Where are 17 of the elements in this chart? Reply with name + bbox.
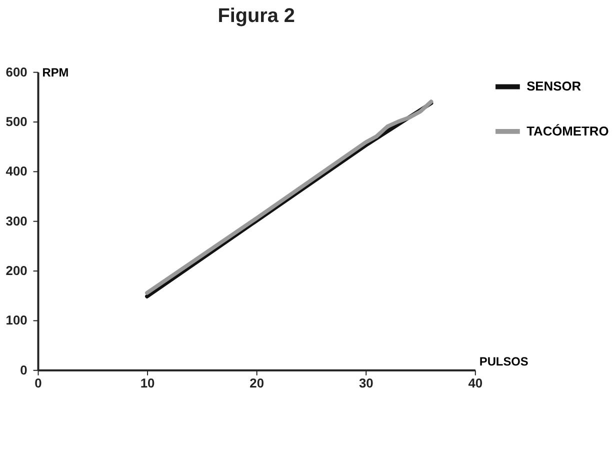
y-axis-title: RPM	[42, 65, 69, 80]
x-tick-label: 10	[140, 375, 155, 390]
y-tick-label: 600	[6, 64, 28, 80]
y-tick-label: 0	[20, 362, 28, 378]
x-tick-label: 20	[250, 375, 264, 390]
y-tick-label: 300	[6, 213, 28, 228]
y-tick-label: 100	[6, 312, 28, 328]
x-tick-label: 40	[468, 375, 483, 390]
chart-title: Figura 2	[218, 5, 295, 28]
y-tick-label: 500	[6, 114, 28, 129]
y-tick-label: 400	[6, 164, 28, 179]
legend-label: SENSOR	[526, 78, 582, 94]
y-tick-label: 200	[6, 263, 28, 278]
legend-label: TACÓMETRO	[526, 123, 609, 138]
x-tick-label: 0	[34, 375, 42, 390]
x-axis-title: PULSOS	[479, 354, 528, 368]
x-tick-label: 30	[358, 375, 374, 390]
